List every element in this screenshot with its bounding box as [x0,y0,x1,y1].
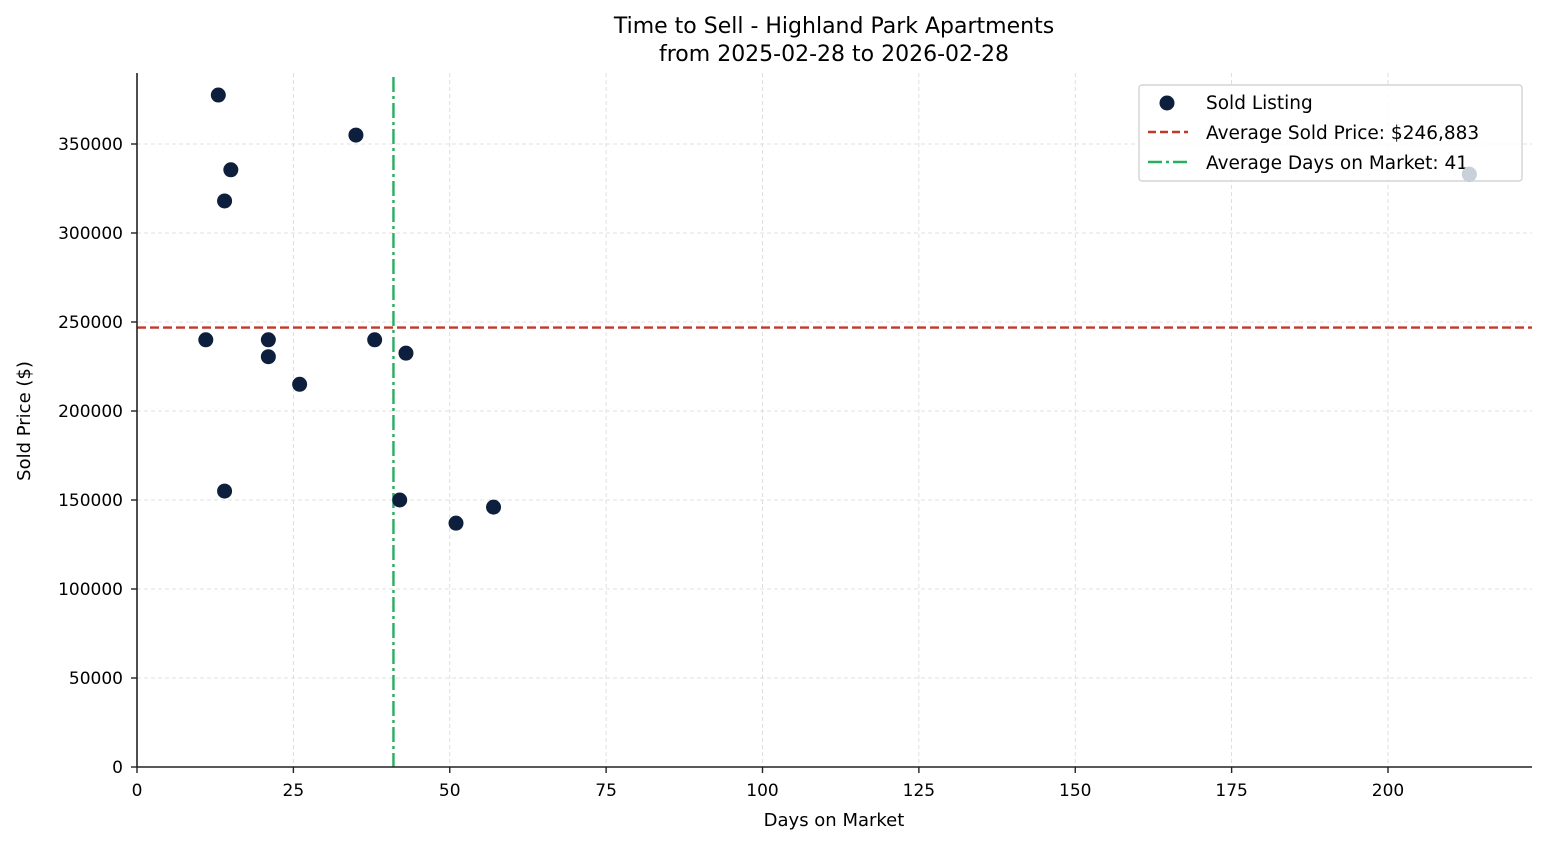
y-axis-label: Sold Price ($) [14,361,35,481]
x-tick-label: 75 [595,781,617,801]
data-point [398,345,414,361]
data-point [486,499,502,515]
data-point [292,376,308,392]
legend-item-sold-listing: Sold Listing [1206,93,1313,114]
x-axis-label: Days on Market [764,810,905,831]
overlay-points [1461,166,1477,182]
y-tick-label: 150000 [58,491,123,511]
x-tick-label: 200 [1372,781,1404,801]
legend-box [1138,84,1523,182]
data-points [198,87,1477,531]
x-axis-ticks: 0 25 50 75 100 125 150 175 200 [132,767,1404,801]
legend-marker-icon [1159,95,1175,111]
chart-title: Time to Sell - Highland Park Apartments [613,14,1054,39]
legend-item-average-days: Average Days on Market: 41 [1206,153,1468,174]
legend: Sold Listing Average Sold Price: $246,88… [1138,84,1523,182]
data-point [348,127,364,143]
data-point [260,349,276,365]
data-point [392,492,408,508]
chart-subtitle: from 2025-02-28 to 2026-02-28 [659,42,1009,67]
data-point [223,162,239,178]
data-point [198,332,214,348]
reference-lines [137,77,1532,767]
data-point-faded [1461,166,1477,182]
y-tick-label: 250000 [58,313,123,333]
y-axis-ticks: 0 50000 100000 150000 200000 250000 300000 3500… [58,135,137,778]
y-tick-label: 350000 [58,135,123,155]
data-point [217,483,233,499]
y-tick-label: 200000 [58,402,123,422]
x-tick-label: 25 [283,781,305,801]
data-point [217,193,233,209]
x-tick-label: 125 [903,781,935,801]
data-point [210,87,226,103]
data-point [448,515,464,531]
data-point [260,332,276,348]
x-tick-label: 50 [439,781,461,801]
data-point [367,332,383,348]
legend-item-average-price: Average Sold Price: $246,883 [1206,123,1479,144]
x-tick-label: 175 [1215,781,1247,801]
y-tick-label: 300000 [58,224,123,244]
y-tick-label: 100000 [58,580,123,600]
x-tick-label: 150 [1059,781,1091,801]
x-tick-label: 0 [132,781,143,801]
y-tick-label: 0 [112,758,123,778]
y-tick-label: 50000 [69,669,123,689]
x-tick-label: 100 [746,781,778,801]
